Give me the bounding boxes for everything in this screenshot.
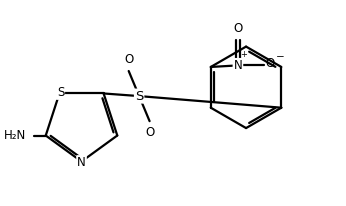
Text: N: N	[77, 156, 86, 169]
Text: N: N	[234, 59, 242, 72]
Text: O: O	[266, 57, 275, 70]
Text: +: +	[240, 50, 247, 60]
Text: O: O	[233, 22, 243, 35]
Text: −: −	[275, 52, 284, 62]
Text: O: O	[145, 126, 154, 139]
Text: O: O	[124, 53, 133, 66]
Text: S: S	[57, 86, 64, 99]
Text: S: S	[135, 90, 143, 103]
Text: H₂N: H₂N	[4, 129, 26, 142]
